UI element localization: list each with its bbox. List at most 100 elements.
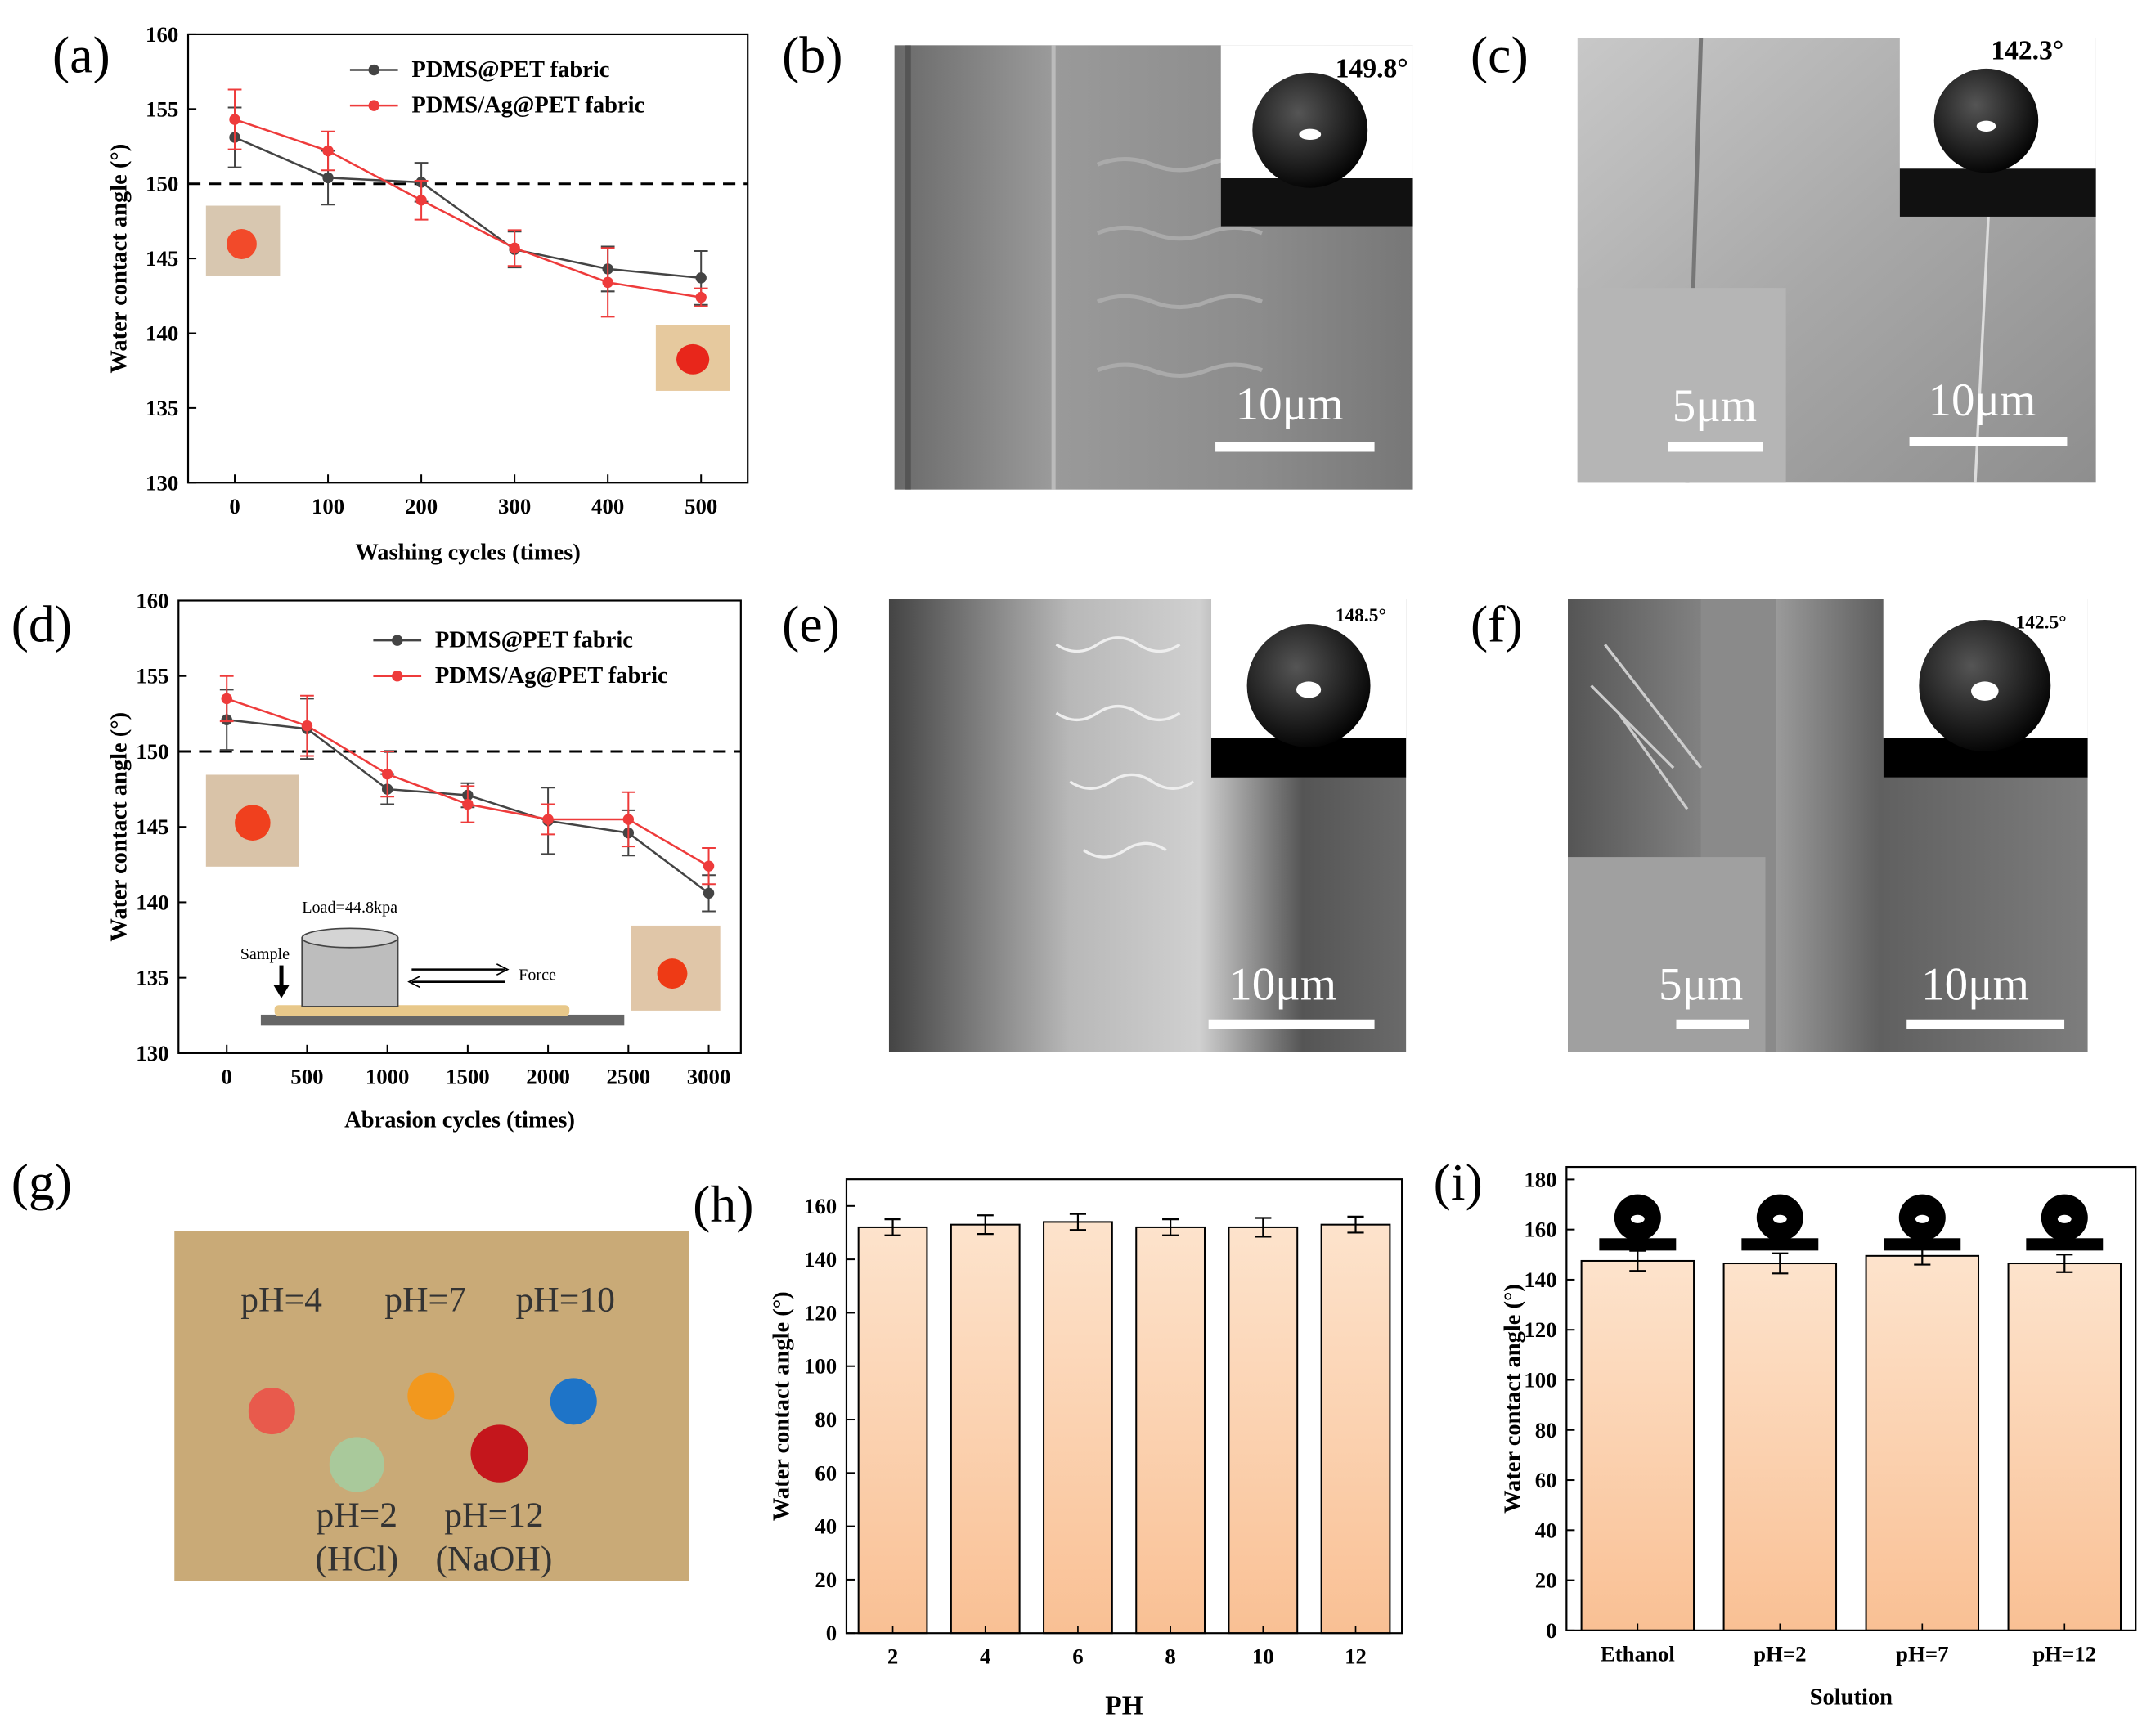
panel-label: (a): [52, 26, 110, 84]
scale-bar-label: 10μm: [1929, 375, 2036, 426]
data-point: [415, 195, 427, 206]
panel-label: (h): [693, 1175, 753, 1233]
x-tick-label: 12: [1345, 1644, 1367, 1669]
photo-label: (HCl): [315, 1540, 398, 1579]
y-axis-label: Water contact angle (°): [107, 712, 132, 942]
x-tick-label: 0: [222, 1064, 232, 1088]
x-tick-label: 4: [980, 1644, 990, 1669]
x-tick-label: Ethanol: [1601, 1641, 1675, 1666]
photo-label: pH=2: [316, 1496, 397, 1535]
y-tick-label: 145: [146, 246, 178, 271]
droplet-icon-highlight: [1772, 1214, 1787, 1223]
micrograph: 142.5° 5μm 10μm: [1568, 599, 2088, 1052]
scale-bar-label: 10μm: [1236, 379, 1344, 430]
x-tick-label: 500: [685, 494, 717, 518]
y-tick-label: 135: [146, 396, 178, 420]
legend-marker: [392, 671, 403, 682]
y-axis-label: Water contact angle (°): [1500, 1284, 1525, 1514]
legend-marker: [368, 64, 379, 76]
y-tick-label: 60: [815, 1460, 837, 1485]
x-axis-label: PH: [1105, 1691, 1143, 1721]
scale-bar-label: 5μm: [1673, 380, 1757, 432]
panel-label: (d): [11, 595, 72, 653]
panel-label: (f): [1471, 595, 1523, 653]
bar: [950, 1223, 1021, 1635]
y-tick-label: 120: [804, 1300, 837, 1325]
bar: [1228, 1226, 1299, 1635]
data-point: [622, 814, 635, 825]
y-tick-label: 40: [1535, 1518, 1557, 1542]
data-point: [322, 145, 334, 157]
panel-label: (e): [782, 595, 840, 653]
photo-label: pH=10: [515, 1281, 614, 1320]
micrograph: 148.5° 10μm: [888, 599, 1407, 1052]
y-tick-label: 140: [146, 321, 178, 345]
y-tick-label: 120: [1524, 1317, 1556, 1342]
data-point: [381, 768, 393, 780]
y-tick-label: 20: [815, 1568, 837, 1592]
x-tick-label: 500: [290, 1064, 323, 1088]
x-tick-label: 300: [498, 494, 531, 518]
y-tick-label: 60: [1535, 1468, 1557, 1492]
x-tick-label: pH=7: [1896, 1641, 1949, 1666]
legend-label: PDMS/Ag@PET fabric: [435, 663, 668, 689]
droplet-photo: [205, 205, 730, 1011]
droplet-icon-base: [1741, 1238, 1819, 1251]
error-bar: [1162, 1218, 1179, 1236]
panel-label: (g): [11, 1153, 72, 1211]
error-bar: [2056, 1254, 2073, 1273]
y-tick-label: 180: [1524, 1167, 1556, 1191]
photo-label: pH=12: [444, 1496, 543, 1535]
panel-label: (b): [782, 26, 842, 84]
plot-frame: [845, 1178, 1403, 1635]
annotation: Load=44.8kpa: [302, 899, 397, 917]
y-tick-label: 130: [146, 470, 178, 495]
error-bar: [884, 1218, 901, 1236]
data-point: [703, 860, 715, 872]
y-tick-label: 155: [146, 96, 178, 121]
scale-bar-label: 10μm: [1921, 959, 2029, 1011]
error-bar: [1347, 1215, 1364, 1234]
bar: [1722, 1263, 1838, 1631]
legend-marker: [392, 635, 403, 646]
contact-angle: 142.5°: [2015, 612, 2066, 633]
data-point: [695, 291, 707, 303]
y-tick-label: 0: [826, 1621, 837, 1645]
photo-label: pH=4: [240, 1281, 322, 1320]
x-tick-label: pH=2: [1754, 1641, 1807, 1666]
y-tick-label: 140: [1524, 1267, 1556, 1292]
x-tick-label: pH=12: [2032, 1641, 2096, 1666]
data-point: [703, 887, 715, 899]
x-tick-label: 2500: [606, 1064, 650, 1088]
contact-angle: 149.8°: [1336, 53, 1408, 83]
legend-label: PDMS@PET fabric: [435, 628, 633, 653]
y-axis-label: Water contact angle (°): [770, 1291, 795, 1521]
data-point: [695, 272, 707, 284]
x-tick-label: 10: [1252, 1644, 1274, 1669]
y-tick-label: 100: [1524, 1367, 1556, 1392]
droplet-icon-base: [1884, 1238, 1961, 1251]
y-tick-label: 160: [136, 588, 168, 612]
data-point: [229, 114, 240, 125]
droplet-icon-highlight: [1915, 1214, 1929, 1223]
scale-bar-label: 10μm: [1228, 959, 1336, 1011]
contact-angle: 148.5°: [1336, 605, 1386, 626]
panel-label: (i): [1434, 1153, 1483, 1211]
abrasion-diagram: Load=44.8kpa Sample Force: [240, 899, 625, 1026]
bar: [1865, 1254, 1980, 1631]
x-axis-label: Abrasion cycles (times): [344, 1108, 575, 1133]
x-tick-label: 8: [1165, 1644, 1175, 1669]
data-point: [462, 798, 474, 810]
x-tick-label: 100: [312, 494, 344, 518]
series-line: [234, 136, 702, 280]
x-tick-label: 1000: [366, 1064, 410, 1088]
x-tick-label: 0: [229, 494, 240, 518]
data-point: [322, 172, 334, 184]
y-tick-label: 130: [136, 1041, 168, 1065]
bar: [1580, 1259, 1695, 1631]
y-tick-label: 145: [136, 814, 168, 839]
photo-label: pH=7: [384, 1281, 466, 1320]
data-point: [221, 693, 232, 705]
y-tick-label: 135: [136, 966, 168, 990]
